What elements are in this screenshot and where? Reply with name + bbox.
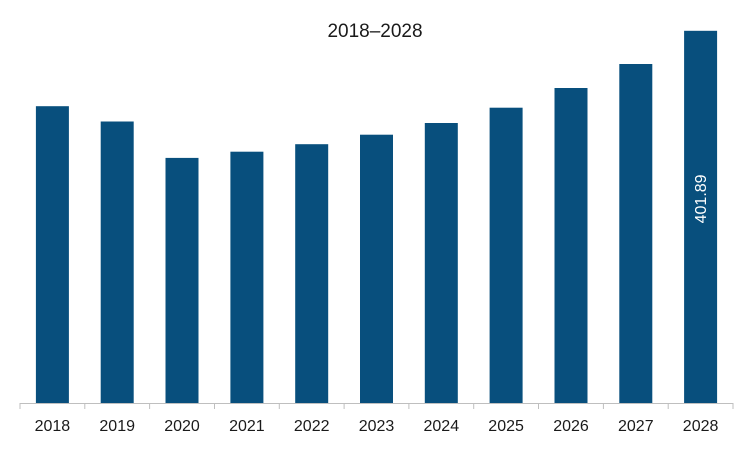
x-tick-label-2022: 2022 xyxy=(294,418,330,435)
bar-2028 xyxy=(684,30,718,404)
bar-2019 xyxy=(100,121,134,403)
x-tick-label-2018: 2018 xyxy=(35,418,71,435)
x-tick-label-2027: 2027 xyxy=(618,418,654,435)
x-tick-label-2028: 2028 xyxy=(683,418,719,435)
data-label-2028: 401.89 xyxy=(693,174,710,223)
x-tick-label-2025: 2025 xyxy=(488,418,524,435)
bar-2025 xyxy=(489,107,523,403)
bar-2018 xyxy=(35,106,69,403)
x-tick-label-2026: 2026 xyxy=(553,418,589,435)
bar-2022 xyxy=(295,144,329,403)
bar-2020 xyxy=(165,157,199,403)
bars-layer xyxy=(35,30,718,404)
x-tick-label-2023: 2023 xyxy=(359,418,395,435)
x-axis: 2018 2019 2020 2021 2022 2023 2024 2025 2026 2027… xyxy=(19,403,734,435)
data-labels-layer: 401.89 xyxy=(693,174,710,223)
x-tick-label-2024: 2024 xyxy=(424,418,460,435)
bar-2024 xyxy=(424,123,458,403)
x-tick-label-2019: 2019 xyxy=(99,418,135,435)
bar-2026 xyxy=(554,88,588,403)
chart-title: 2018–2028 xyxy=(327,21,422,42)
bar-2021 xyxy=(230,151,264,403)
x-tick-label-2020: 2020 xyxy=(164,418,200,435)
bar-2023 xyxy=(360,134,393,403)
x-tick-label-2021: 2021 xyxy=(229,418,265,435)
bar-2027 xyxy=(619,64,653,403)
